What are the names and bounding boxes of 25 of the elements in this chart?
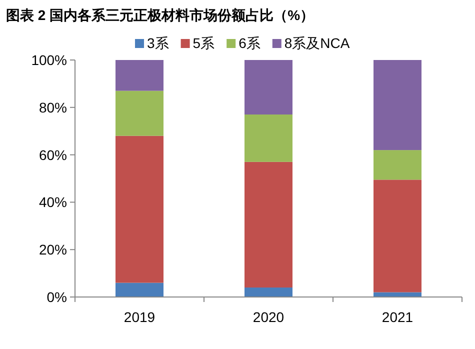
x-tick-label: 2019	[124, 309, 156, 325]
y-tick-label: 100%	[31, 52, 67, 68]
legend-label: 8系及NCA	[284, 35, 350, 51]
y-tick-label: 60%	[38, 146, 67, 163]
y-tick-label: 0%	[46, 289, 67, 305]
bar	[116, 136, 164, 283]
bar	[374, 180, 422, 292]
bar	[116, 282, 164, 297]
x-tick-label: 2020	[252, 309, 284, 325]
bar	[116, 90, 164, 136]
y-tick-label: 20%	[38, 242, 67, 258]
legend-label: 6系	[238, 35, 260, 51]
bar	[244, 114, 292, 162]
bar	[116, 60, 164, 91]
chart-title: 图表 2 国内各系三元正极材料市场份额占比（%）	[6, 7, 314, 23]
legend-label: 5系	[192, 35, 215, 51]
x-tick-label: 2021	[382, 309, 414, 325]
bar	[244, 60, 292, 115]
y-tick-label: 40%	[38, 194, 67, 210]
legend-label: 3系	[147, 35, 169, 51]
bar	[374, 60, 422, 150]
bar	[244, 288, 292, 297]
bar	[374, 150, 422, 180]
y-tick-label: 80%	[38, 99, 67, 116]
bar	[244, 162, 292, 288]
